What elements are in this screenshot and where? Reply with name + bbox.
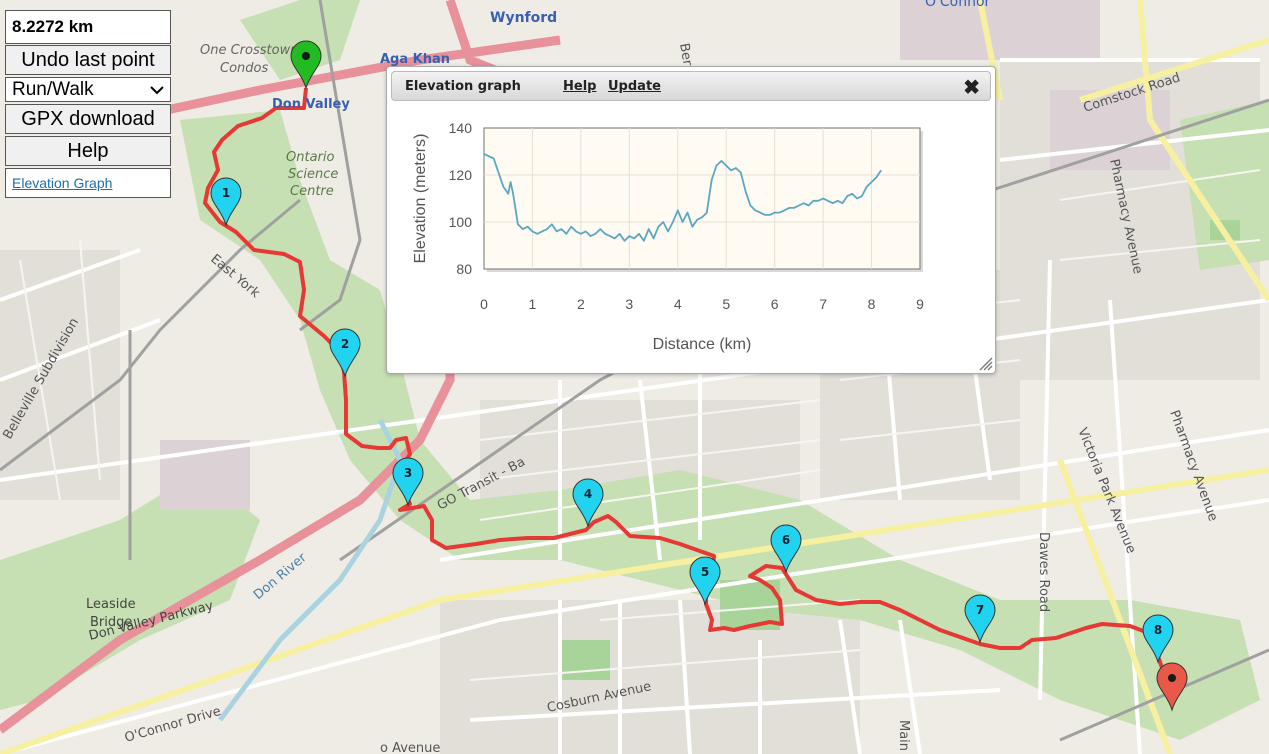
help-button[interactable]: Help bbox=[5, 136, 171, 166]
dialog-help-link[interactable]: Help bbox=[563, 79, 597, 94]
svg-text:o Avenue: o Avenue bbox=[380, 741, 440, 754]
elevation-graph-dialog: Elevation graph Help Update ✖ 0 1 2 3 4 5 6 7 8 9… bbox=[386, 66, 996, 374]
svg-text:Leaside: Leaside bbox=[86, 597, 136, 612]
elevation-graph-link[interactable]: Elevation Graph bbox=[12, 175, 113, 191]
svg-text:Main S: Main S bbox=[896, 720, 911, 754]
x-tick-label: 0 bbox=[480, 296, 488, 312]
x-axis-label: Distance (km) bbox=[653, 336, 752, 353]
svg-text:Ontario: Ontario bbox=[286, 150, 334, 165]
elevation-line bbox=[483, 153, 882, 242]
x-tick-label: 2 bbox=[577, 296, 585, 312]
waypoint-marker-4[interactable]: 4 bbox=[572, 478, 604, 528]
svg-text:One Crosstown: One Crosstown bbox=[200, 43, 298, 58]
svg-text:6: 6 bbox=[782, 533, 790, 547]
svg-text:Science: Science bbox=[288, 167, 338, 182]
x-tick-label: 5 bbox=[722, 296, 730, 312]
x-tick-label: 8 bbox=[868, 296, 876, 312]
waypoint-marker-3[interactable]: 3 bbox=[392, 457, 424, 507]
svg-text:8: 8 bbox=[1154, 623, 1162, 637]
svg-text:Dawes Road: Dawes Road bbox=[1036, 532, 1051, 612]
waypoint-marker-2[interactable]: 2 bbox=[329, 328, 361, 378]
close-icon[interactable]: ✖ bbox=[963, 77, 980, 99]
svg-text:3: 3 bbox=[404, 466, 412, 480]
plot-area bbox=[483, 127, 921, 270]
waypoint-marker-8[interactable]: 8 bbox=[1142, 614, 1174, 664]
svg-text:Condos: Condos bbox=[220, 61, 268, 76]
y-tick-label: 100 bbox=[449, 214, 473, 230]
elevation-graph-link-box: Elevation Graph bbox=[5, 168, 171, 198]
activity-mode-value: Run/Walk bbox=[12, 78, 94, 100]
y-axis-label: Elevation (meters) bbox=[412, 134, 429, 264]
svg-text:1: 1 bbox=[222, 186, 230, 200]
activity-mode-select[interactable]: Run/Walk bbox=[5, 77, 171, 102]
waypoint-marker-7[interactable]: 7 bbox=[964, 594, 996, 644]
svg-text:Don Valley: Don Valley bbox=[272, 97, 350, 112]
gpx-download-button[interactable]: GPX download bbox=[5, 104, 171, 134]
undo-last-point-button[interactable]: Undo last point bbox=[5, 45, 171, 75]
y-tick-label: 80 bbox=[456, 261, 472, 277]
end-marker[interactable] bbox=[1156, 662, 1188, 712]
svg-text:7: 7 bbox=[976, 603, 984, 617]
resize-handle-icon[interactable] bbox=[979, 357, 993, 371]
svg-text:4: 4 bbox=[584, 487, 592, 501]
x-tick-label: 9 bbox=[916, 296, 924, 312]
svg-text:5: 5 bbox=[701, 565, 709, 579]
dialog-title-bar[interactable]: Elevation graph Help Update ✖ bbox=[391, 71, 991, 101]
start-marker[interactable] bbox=[290, 40, 322, 90]
dialog-title: Elevation graph bbox=[405, 79, 521, 94]
route-markers: 1 2 3 4 5 6 7 8 bbox=[210, 40, 1188, 712]
elevation-chart: 0 1 2 3 4 5 6 7 8 9 80 100 120 140 Distance (km) Elevat… bbox=[412, 120, 924, 353]
waypoint-marker-1[interactable]: 1 bbox=[210, 177, 242, 227]
x-tick-label: 4 bbox=[674, 296, 682, 312]
x-tick-label: 1 bbox=[529, 296, 537, 312]
svg-text:Bridge: Bridge bbox=[90, 615, 132, 630]
waypoint-marker-5[interactable]: 5 bbox=[689, 556, 721, 606]
svg-text:Wynford: Wynford bbox=[490, 10, 557, 26]
distance-display: 8.2272 km bbox=[5, 10, 171, 44]
x-tick-label: 6 bbox=[771, 296, 779, 312]
svg-text:2: 2 bbox=[341, 337, 349, 351]
svg-text:Centre: Centre bbox=[290, 184, 334, 199]
x-tick-label: 3 bbox=[625, 296, 633, 312]
y-tick-label: 120 bbox=[449, 167, 473, 183]
y-tick-label: 140 bbox=[449, 120, 473, 136]
control-panel: 8.2272 km Undo last point Run/Walk GPX d… bbox=[5, 10, 171, 200]
x-tick-label: 7 bbox=[819, 296, 827, 312]
chevron-down-icon bbox=[150, 85, 164, 94]
svg-text:Aga Khan: Aga Khan bbox=[380, 52, 450, 67]
waypoint-marker-6[interactable]: 6 bbox=[770, 524, 802, 574]
dialog-update-link[interactable]: Update bbox=[608, 79, 661, 94]
svg-text:O'Connor: O'Connor bbox=[925, 0, 991, 10]
